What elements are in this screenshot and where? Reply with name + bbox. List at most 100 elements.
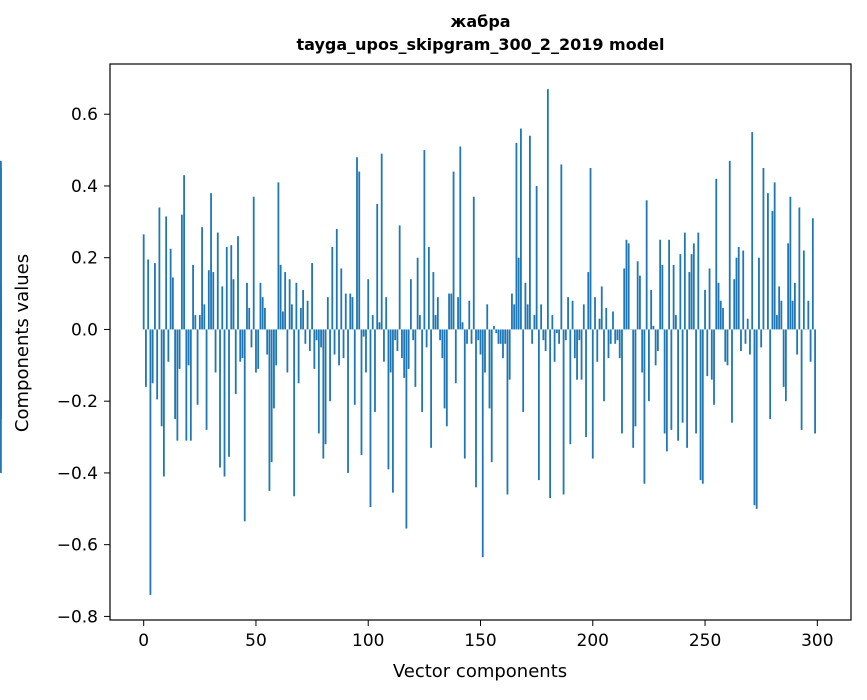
bar	[176, 329, 178, 440]
bar	[450, 294, 452, 330]
bar	[549, 329, 551, 498]
bar	[183, 175, 185, 329]
y-tick-label: −0.6	[57, 536, 98, 556]
bar	[282, 312, 284, 330]
bar	[298, 329, 300, 383]
bar	[468, 301, 470, 330]
bar	[165, 216, 167, 329]
bar	[354, 329, 356, 404]
bar	[203, 304, 205, 329]
bar	[670, 329, 672, 429]
bar	[235, 329, 237, 394]
bar	[432, 272, 434, 329]
bar	[727, 329, 729, 365]
bar	[289, 279, 291, 329]
bar	[610, 329, 612, 343]
bar	[482, 329, 484, 557]
bar	[230, 245, 232, 329]
bar	[612, 312, 614, 330]
bar	[558, 329, 560, 343]
bar	[518, 258, 520, 330]
bar	[567, 297, 569, 329]
bar	[578, 329, 580, 340]
bar	[381, 154, 383, 330]
y-tick-label: −0.4	[57, 464, 98, 484]
bar	[304, 329, 306, 343]
chart-subtitle: tayga_upos_skipgram_300_2_2019 model	[110, 35, 851, 54]
bar	[648, 329, 650, 401]
bar	[464, 329, 466, 458]
bar	[399, 225, 401, 329]
bar	[677, 329, 679, 440]
bar	[152, 329, 154, 383]
bar	[150, 329, 152, 594]
bar	[462, 322, 464, 329]
bar	[426, 329, 428, 347]
bar	[601, 286, 603, 329]
bar	[623, 268, 625, 329]
bar	[459, 147, 461, 330]
bar	[343, 329, 345, 358]
bar	[347, 329, 349, 472]
bar	[772, 211, 774, 329]
bar	[331, 247, 333, 330]
bar	[475, 329, 477, 487]
y-tick-label: −0.2	[57, 392, 98, 412]
bar	[583, 304, 585, 329]
bar	[406, 329, 408, 528]
y-axis-label: Components values	[12, 254, 33, 432]
bar	[394, 329, 396, 340]
bar	[724, 329, 726, 361]
bar	[812, 218, 814, 329]
bar	[311, 263, 313, 329]
bar	[251, 329, 253, 347]
bar	[666, 329, 668, 451]
bar	[491, 329, 493, 462]
bar	[789, 197, 791, 330]
bar	[239, 329, 241, 361]
bar	[525, 283, 527, 330]
bar	[181, 215, 183, 330]
bar	[801, 329, 803, 429]
bar	[706, 329, 708, 376]
bar	[617, 329, 619, 340]
bar	[224, 329, 226, 476]
bar	[655, 329, 657, 365]
bar	[206, 329, 208, 429]
bar	[352, 297, 354, 329]
bar	[174, 329, 176, 419]
bar	[179, 329, 181, 368]
bar	[814, 329, 816, 433]
x-tick-label: 250	[689, 631, 721, 651]
x-tick-label: 150	[464, 631, 496, 651]
bar	[486, 304, 488, 329]
bar	[511, 294, 513, 330]
bar	[794, 283, 796, 330]
bar	[161, 329, 163, 426]
bar	[170, 249, 172, 330]
bar	[397, 329, 399, 351]
bar	[500, 329, 502, 343]
y-tick-label: 0.4	[71, 177, 98, 197]
bar	[545, 329, 547, 351]
bar	[720, 301, 722, 330]
bar	[563, 329, 565, 494]
bar	[446, 329, 448, 426]
bar	[477, 329, 479, 340]
bar	[210, 193, 212, 329]
bar	[199, 315, 201, 329]
x-tick-label: 0	[138, 631, 149, 651]
bar	[278, 182, 280, 329]
bar	[453, 172, 455, 330]
bar	[414, 329, 416, 386]
bar	[554, 329, 556, 361]
bar	[280, 265, 282, 330]
bar	[641, 329, 643, 372]
bar	[556, 329, 558, 333]
bar	[736, 258, 738, 330]
bar	[684, 233, 686, 330]
bar	[614, 329, 616, 343]
bars-group	[0, 89, 816, 595]
bar	[172, 277, 174, 329]
